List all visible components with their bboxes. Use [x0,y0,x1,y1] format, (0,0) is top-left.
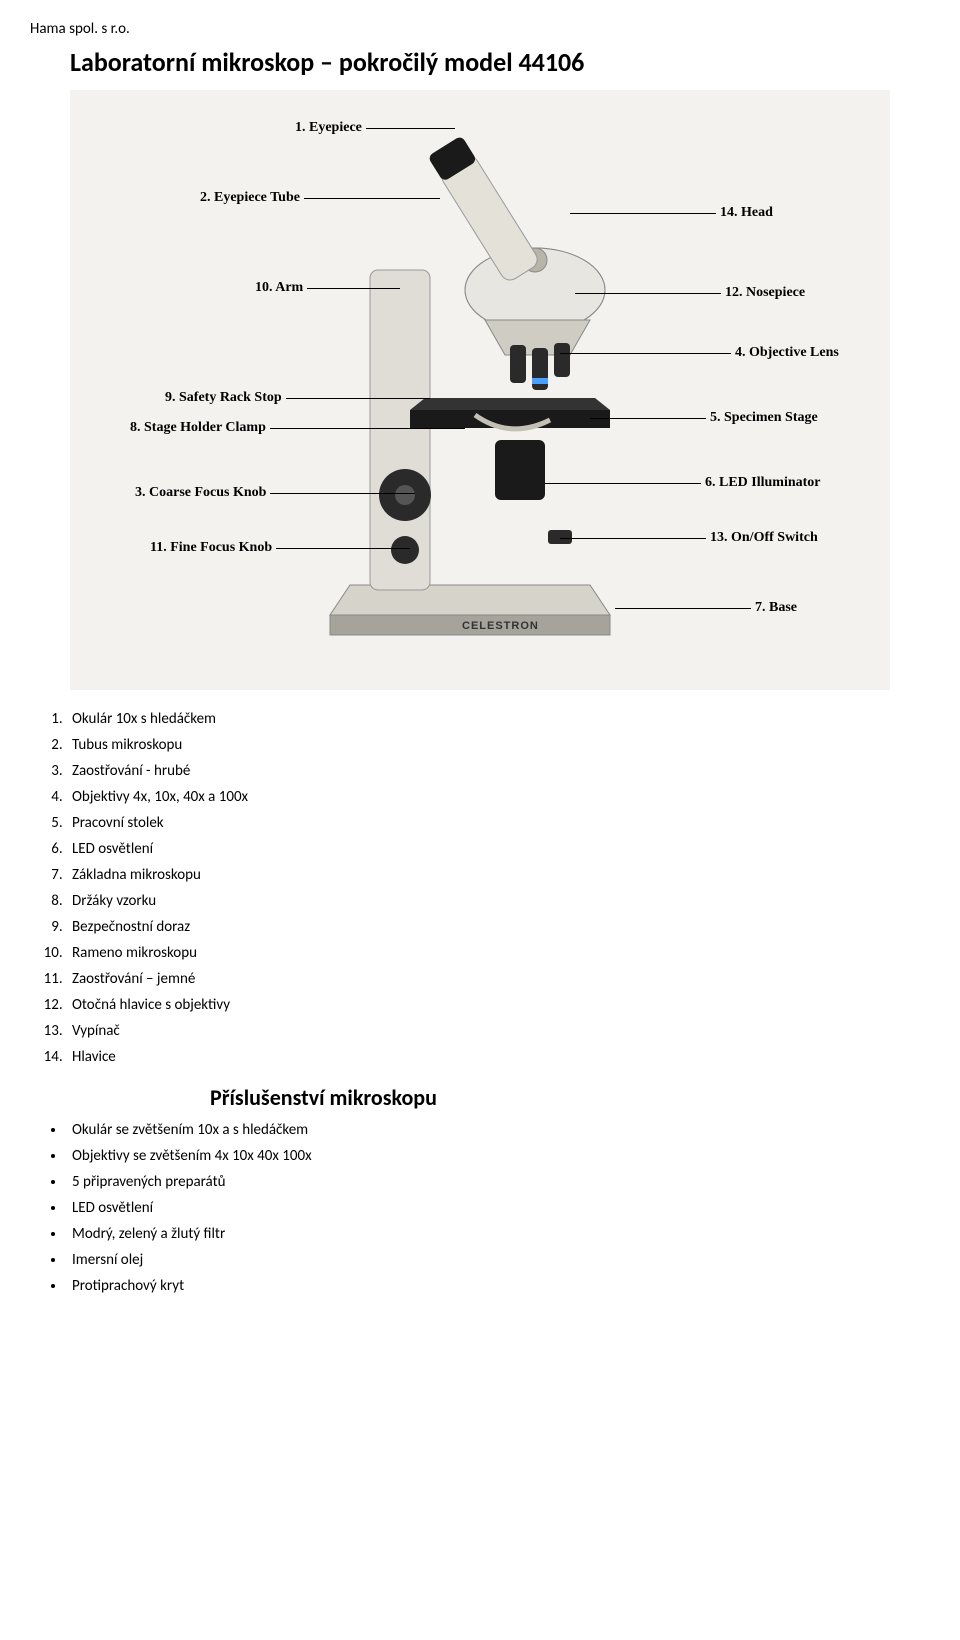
diagram-label: 9. Safety Rack Stop [165,390,282,406]
leader-line [590,418,706,419]
list-item: Okulár se zvětšením 10x a s hledáčkem [66,1121,930,1139]
leader-line [307,288,400,289]
list-item: Bezpečnostní doraz [66,918,930,936]
accessories-title: Příslušenství mikroskopu [210,1084,930,1111]
leader-line [286,398,430,399]
diagram-label: 10. Arm [255,280,303,296]
list-item: Pracovní stolek [66,814,930,832]
brand-text: CELESTRON [462,620,539,632]
page-title: Laboratorní mikroskop – pokročilý model … [70,46,930,78]
microscope-svg [310,120,670,660]
list-item: Objektivy se zvětšením 4x 10x 40x 100x [66,1147,930,1165]
leader-line [304,198,440,199]
diagram-label: 1. Eyepiece [295,120,362,136]
parts-list: Okulár 10x s hledáčkem Tubus mikroskopu Za… [66,710,930,1066]
list-item: Rameno mikroskopu [66,944,930,962]
leader-line [270,493,415,494]
list-item: Otočná hlavice s objektivy [66,996,930,1014]
leader-line [545,483,701,484]
diagram-label: 2. Eyepiece Tube [200,190,300,206]
diagram-label: 14. Head [720,205,773,221]
list-item: Hlavice [66,1048,930,1066]
leader-line [270,428,465,429]
list-item: Imersní olej [66,1251,930,1269]
list-item: Zaostřování - hrubé [66,762,930,780]
diagram-label: 8. Stage Holder Clamp [130,420,266,436]
list-item: Objektivy 4x, 10x, 40x a 100x [66,788,930,806]
list-item: Držáky vzorku [66,892,930,910]
list-item: Zaostřování – jemné [66,970,930,988]
list-item: 5 připravených preparátů [66,1173,930,1191]
leader-line [560,538,706,539]
diagram-label: 11. Fine Focus Knob [150,540,272,556]
list-item: Modrý, zelený a žlutý filtr [66,1225,930,1243]
diagram-label: 5. Specimen Stage [710,410,818,426]
leader-line [615,608,751,609]
diagram-label: 12. Nosepiece [725,285,805,301]
diagram-label: 3. Coarse Focus Knob [135,485,266,501]
list-item: Protiprachový kryt [66,1277,930,1295]
diagram-label: 7. Base [755,600,797,616]
list-item: Základna mikroskopu [66,866,930,884]
microscope-diagram: CELESTRON 1. Eyepiece 2. Eyepiece Tube 10.… [70,90,890,690]
list-item: LED osvětlení [66,840,930,858]
leader-line [570,213,716,214]
accessories-list: Okulár se zvětšením 10x a s hledáčkem Obj… [66,1121,930,1295]
leader-line [575,293,721,294]
list-item: LED osvětlení [66,1199,930,1217]
diagram-label: 6. LED Illuminator [705,475,821,491]
leader-line [276,548,410,549]
list-item: Okulár 10x s hledáčkem [66,710,930,728]
diagram-label: 13. On/Off Switch [710,530,818,546]
leader-line [366,128,455,129]
diagram-label: 4. Objective Lens [735,345,839,361]
leader-line [560,353,731,354]
company-name: Hama spol. s r.o. [30,20,930,38]
list-item: Tubus mikroskopu [66,736,930,754]
list-item: Vypínač [66,1022,930,1040]
